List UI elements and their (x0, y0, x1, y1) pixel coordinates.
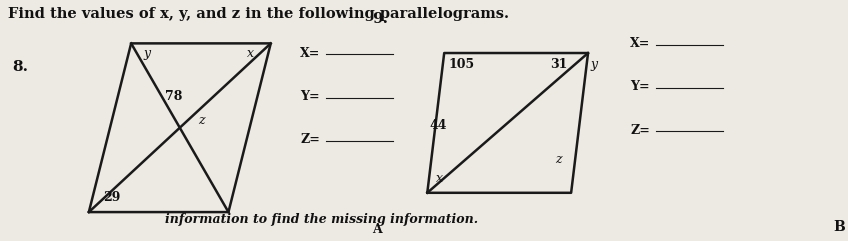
Text: x: x (436, 172, 443, 185)
Text: z: z (198, 114, 204, 127)
Text: X=: X= (300, 47, 321, 60)
Text: z: z (555, 153, 561, 166)
Text: 29: 29 (103, 191, 120, 204)
Text: X=: X= (630, 37, 650, 50)
Text: y: y (590, 58, 598, 71)
Text: Y=: Y= (300, 90, 320, 103)
Text: x: x (247, 47, 254, 60)
Text: 9.: 9. (372, 12, 388, 26)
Text: 105: 105 (449, 58, 475, 71)
Text: 31: 31 (550, 58, 567, 71)
Text: y: y (144, 47, 151, 60)
Text: 8.: 8. (13, 60, 29, 74)
Text: 78: 78 (165, 90, 182, 103)
Text: information to find the missing information.: information to find the missing informat… (165, 213, 478, 226)
Text: 44: 44 (430, 119, 448, 132)
Text: Y=: Y= (630, 80, 650, 93)
Text: A: A (371, 223, 382, 236)
Text: Z=: Z= (630, 124, 650, 137)
Text: Find the values of x, y, and z in the following parallelograms.: Find the values of x, y, and z in the fo… (8, 7, 510, 21)
Text: B: B (834, 220, 845, 234)
Text: Z=: Z= (300, 133, 321, 146)
